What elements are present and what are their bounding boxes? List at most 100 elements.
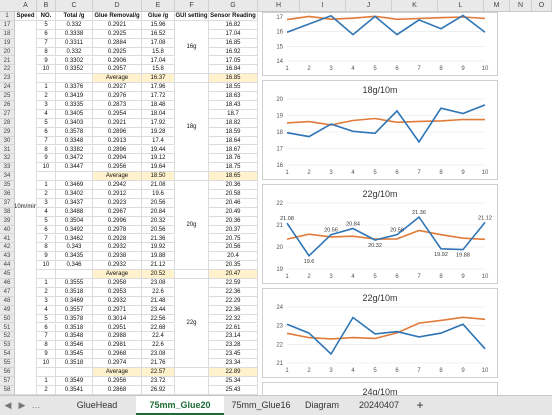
column-header-i[interactable]: I	[300, 0, 346, 11]
row-header[interactable]: 41	[0, 235, 14, 244]
row-header[interactable]: 19	[0, 39, 14, 48]
row-header[interactable]: 20	[0, 48, 14, 57]
cell-glue-removal[interactable]: 0.2921	[93, 20, 142, 30]
cell-no[interactable]: 9	[37, 350, 56, 360]
cell-no[interactable]: 7	[37, 38, 56, 48]
cell-glue-removal[interactable]: 0.2932	[93, 296, 142, 306]
cell-sensor-reading[interactable]: 16.85	[209, 38, 258, 48]
cell-no[interactable]: 3	[37, 198, 56, 208]
cell-total[interactable]: 0.3402	[56, 190, 93, 199]
cell-no[interactable]: 8	[37, 47, 56, 57]
spreadsheet-grid[interactable]: Speed NO. Total /g Glue Removal/g Glue /g GUI…	[15, 12, 552, 395]
row-header[interactable]: 36	[0, 190, 14, 199]
row-header[interactable]: 26	[0, 101, 14, 110]
cell-sensor-reading[interactable]: 18.7	[209, 109, 258, 119]
gui-setting-cell[interactable]: 22g	[175, 279, 209, 368]
sheet-tab[interactable]: GlueHead	[76, 400, 118, 410]
cell-total[interactable]: 0.3311	[56, 38, 93, 48]
cell-glue-removal[interactable]: 0.2953	[93, 287, 142, 297]
cell[interactable]	[37, 270, 56, 279]
cell-no[interactable]: 2	[37, 92, 56, 101]
cell-glue[interactable]: 17.72	[142, 92, 175, 101]
cell-sensor-reading[interactable]: 18.76	[209, 154, 258, 164]
cell-glue-removal[interactable]: 0.2996	[93, 216, 142, 226]
cell-sensor-reading[interactable]: 16.82	[209, 20, 258, 30]
cell-glue[interactable]: 21.12	[142, 261, 175, 271]
row-header[interactable]: 39	[0, 217, 14, 226]
cell-total[interactable]: 0.346	[56, 261, 93, 271]
cell-sensor-reading[interactable]: 18.82	[209, 118, 258, 128]
cell-sensor-reading[interactable]: 20.49	[209, 207, 258, 217]
cell-glue-removal[interactable]: 0.2938	[93, 252, 142, 262]
average-label[interactable]: Average	[93, 270, 142, 279]
cell-no[interactable]: 3	[37, 296, 56, 306]
cell-sensor-reading[interactable]: 16.92	[209, 47, 258, 57]
cell-no[interactable]: 1	[37, 279, 56, 288]
cell-sensor-reading[interactable]: 22.32	[209, 314, 258, 324]
average-glue[interactable]: 16.37	[142, 74, 175, 84]
cell-no[interactable]: 4	[37, 109, 56, 119]
cell-total[interactable]: 0.3338	[56, 29, 93, 39]
cell-total[interactable]: 0.3504	[56, 216, 93, 226]
cell-no[interactable]: 2	[37, 287, 56, 297]
cell-no[interactable]: 10	[37, 65, 56, 75]
cell-glue[interactable]: 15.8	[142, 65, 175, 75]
cell-glue-removal[interactable]: 0.2976	[93, 92, 142, 101]
cell-glue[interactable]: 17.96	[142, 83, 175, 93]
row-header[interactable]: 48	[0, 297, 14, 306]
tab-nav-more-icon[interactable]: …	[31, 400, 41, 410]
cell-total[interactable]: 0.3437	[56, 198, 93, 208]
cell-glue[interactable]: 22.6	[142, 341, 175, 351]
cell-glue[interactable]: 26.92	[142, 385, 175, 395]
header-total[interactable]: Total /g	[56, 12, 93, 21]
cell-total[interactable]: 0.3578	[56, 314, 93, 324]
cell-sensor-reading[interactable]: 23.14	[209, 332, 258, 342]
cell-sensor-reading[interactable]: 25.34	[209, 376, 258, 386]
add-sheet-button[interactable]: +	[416, 398, 424, 412]
cell-no[interactable]: 8	[37, 243, 56, 253]
cell-glue[interactable]: 23.72	[142, 376, 175, 386]
row-header[interactable]: 51	[0, 324, 14, 333]
cell-no[interactable]: 5	[37, 216, 56, 226]
cell-glue[interactable]: 23.08	[142, 350, 175, 360]
cell-glue-removal[interactable]: 0.2954	[93, 109, 142, 119]
row-header[interactable]: 44	[0, 261, 14, 271]
row-header[interactable]: 42	[0, 243, 14, 253]
cell[interactable]	[175, 270, 209, 279]
cell-sensor-reading[interactable]: 23.28	[209, 341, 258, 351]
cell-sensor-reading[interactable]: 20.4	[209, 252, 258, 262]
cell-glue-removal[interactable]: 0.2925	[93, 29, 142, 39]
cell-sensor-reading[interactable]: 18.67	[209, 145, 258, 155]
column-header-n[interactable]: N	[510, 0, 532, 11]
cell-sensor-reading[interactable]: 23.34	[209, 359, 258, 368]
cell-sensor-reading[interactable]: 18.43	[209, 101, 258, 110]
cell-no[interactable]: 7	[37, 136, 56, 146]
row-header[interactable]: 52	[0, 332, 14, 342]
row-header[interactable]: 25	[0, 92, 14, 101]
cell-glue[interactable]: 23.44	[142, 305, 175, 315]
cell-sensor-reading[interactable]: 20.56	[209, 243, 258, 253]
cell-total[interactable]: 0.3302	[56, 56, 93, 66]
cell-glue-removal[interactable]: 0.3014	[93, 314, 142, 324]
speed-cell[interactable]: 10m/min	[15, 20, 37, 395]
cell-sensor-reading[interactable]: 20.36	[209, 216, 258, 226]
cell-glue[interactable]: 19.12	[142, 154, 175, 164]
cell-glue-removal[interactable]: 0.2925	[93, 47, 142, 57]
cell-sensor-reading[interactable]: 18.59	[209, 127, 258, 137]
cell-glue[interactable]: 19.88	[142, 252, 175, 262]
cell-glue[interactable]: 15.96	[142, 20, 175, 30]
cell-total[interactable]: 0.3462	[56, 234, 93, 244]
cell-sensor-reading[interactable]: 20.36	[209, 181, 258, 190]
cell-glue-removal[interactable]: 0.2957	[93, 65, 142, 75]
column-header-j[interactable]: J	[346, 0, 392, 11]
cell-glue-removal[interactable]: 0.2994	[93, 154, 142, 164]
row-header[interactable]: 34	[0, 172, 14, 182]
cell-glue-removal[interactable]: 0.2884	[93, 38, 142, 48]
cell-no[interactable]: 4	[37, 305, 56, 315]
cell-glue-removal[interactable]: 0.2956	[93, 163, 142, 173]
row-header[interactable]: 43	[0, 252, 14, 262]
cell-no[interactable]: 5	[37, 314, 56, 324]
cell-no[interactable]: 6	[37, 29, 56, 39]
column-header-f[interactable]: F	[175, 0, 209, 11]
cell-glue[interactable]: 17.4	[142, 136, 175, 146]
